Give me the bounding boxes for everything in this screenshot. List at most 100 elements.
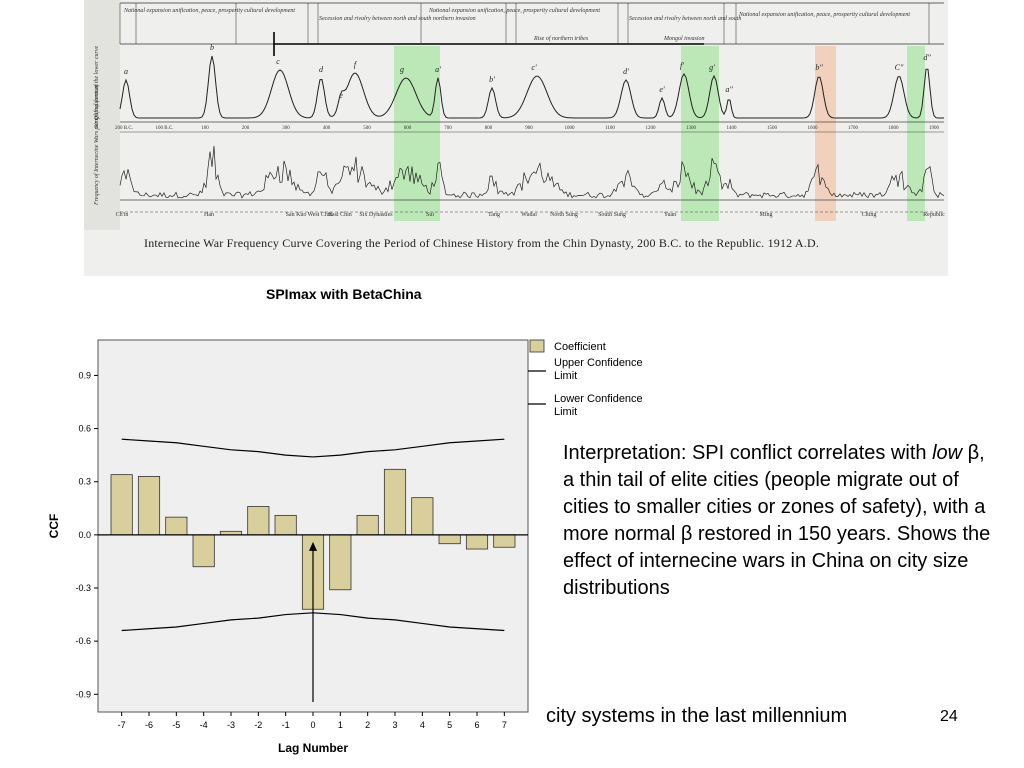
x-tick-label: 5	[447, 720, 452, 730]
interpretation-part: β, a thin tail of elite cities (people m…	[563, 442, 991, 599]
x-axis-title: Lag Number	[278, 741, 348, 755]
header-phase: National expansion unification, peace, p…	[123, 7, 295, 14]
year-tick-label: 400	[323, 126, 331, 131]
dynasty-label: Ming	[759, 212, 772, 218]
y-axis-title: CCF	[47, 514, 61, 539]
lag-zero-arrow	[309, 541, 317, 702]
peak-labels: a b c d e f g a' b' c' d' e' f' g' a" b" C" d"	[124, 43, 931, 100]
peak-label: g'	[709, 63, 715, 72]
peak-label: d"	[923, 53, 931, 62]
header-phase: Secession and rivalry between north and …	[319, 16, 476, 22]
legend-label-coefficient: Coefficient	[554, 341, 606, 353]
ccf-bar	[329, 534, 352, 591]
x-axis: -7 -6 -5 -4 -3 -2 -1 0 1 2 3 4 5 6 7	[118, 712, 507, 730]
x-tick-label: 6	[474, 720, 479, 730]
dynasty-label: Republic	[923, 212, 945, 218]
y-tick-label: -0.9	[75, 689, 91, 699]
war-frequency-plot: National expansion unification, peace, p…	[84, 0, 948, 276]
x-tick-label: -1	[282, 720, 290, 730]
ccf-bar	[165, 516, 188, 536]
year-tick-label: 100 B.C.	[156, 126, 174, 131]
highlight-band	[681, 46, 719, 221]
x-tick-label: 3	[392, 720, 397, 730]
dynasty-label: Han	[204, 212, 214, 218]
header-phase: Mongol invasion	[663, 36, 705, 42]
year-tick-label: 1100	[605, 126, 615, 131]
x-tick-label: -4	[200, 720, 208, 730]
dynasty-label: Sui	[426, 212, 434, 218]
year-tick-label: 900	[525, 126, 533, 131]
scan-caption: Internecine War Frequency Curve Covering…	[144, 236, 820, 250]
highlight-band	[394, 46, 440, 221]
year-tick-label: 600	[404, 126, 412, 131]
ccf-bar	[411, 497, 434, 536]
ccf-bar	[493, 534, 516, 548]
legend: Coefficient Upper Confidence Limit Lower …	[528, 339, 643, 418]
year-tick-label: 1400	[727, 126, 738, 131]
x-tick-label: -5	[172, 720, 180, 730]
year-tick-label: 800	[485, 126, 493, 131]
year-tick-label: 500	[363, 126, 371, 131]
ccf-bar	[110, 474, 133, 536]
legend-label-upper: Upper Confidence Limit	[554, 357, 643, 382]
lower-curve-label: Frequency of Internecine Wars per Quinqu…	[93, 84, 100, 206]
dynasty-label: Tang	[488, 212, 500, 218]
x-tick-label: 0	[310, 720, 315, 730]
y-axis: 0.9 0.6 0.3 0.0 -0.3 -0.6 -0.9	[75, 370, 98, 699]
dynasty-label: San Kuo	[286, 212, 307, 218]
x-tick-label: -3	[227, 720, 235, 730]
x-tick-label: 4	[420, 720, 425, 730]
dynasty-label: North Sung	[550, 212, 578, 218]
dynasty-label: Ch'in	[116, 212, 129, 218]
peak-label: d	[319, 65, 324, 74]
ccf-bar	[438, 534, 461, 545]
header-phase: Secession and rivalry between north and …	[629, 16, 741, 22]
x-tick-label: -6	[145, 720, 153, 730]
simplified-war-curve	[119, 55, 944, 119]
slide-number: 24	[940, 708, 958, 725]
war-frequency-figure: National expansion unification, peace, p…	[84, 0, 948, 276]
peak-label: e'	[659, 85, 665, 94]
ccf-bar	[383, 468, 407, 536]
year-tick-label: 1800	[889, 126, 900, 131]
year-tick-label: 700	[444, 126, 452, 131]
peak-label: g	[400, 65, 404, 74]
y-tick-label: 0.9	[78, 370, 91, 380]
y-tick-label: 0.6	[78, 424, 91, 434]
year-tick-label: 1000	[565, 126, 576, 131]
ccf-bar	[247, 506, 270, 536]
peak-label: f'	[680, 61, 684, 70]
legend-swatch-coefficient	[529, 339, 545, 353]
year-tick-label: 1600	[808, 126, 819, 131]
interpretation-text: Interpretation: SPI conflict correlates …	[563, 440, 993, 602]
x-tick-label: 7	[502, 720, 507, 730]
dynasty-label: South Sung	[598, 212, 626, 218]
dynasty-label: Yuan	[664, 212, 676, 218]
peak-label: a'	[435, 65, 441, 74]
scan-left-margin	[84, 0, 120, 230]
peak-label: b	[210, 43, 214, 52]
y-tick-label: -0.3	[75, 583, 91, 593]
header-phases: National expansion unification, peace, p…	[123, 7, 910, 42]
header-phase: National expansion unification, peace, p…	[738, 11, 910, 18]
peak-label: b"	[815, 63, 823, 72]
year-tick-label: 100	[201, 126, 209, 131]
year-tick-label: 1500	[767, 126, 778, 131]
ccf-bar	[465, 534, 489, 550]
year-tick-label: 1300	[686, 126, 697, 131]
header-phase: Rise of northern tribes	[533, 35, 589, 42]
dynasty-label: Six Dynasties	[359, 212, 393, 218]
x-tick-label: -7	[118, 720, 126, 730]
ccf-chart: 0.9 0.6 0.3 0.0 -0.3 -0.6 -0.9 -7 -6 -5 -4 -3 -2 -1 0…	[47, 339, 643, 755]
y-tick-label: -0.6	[75, 636, 91, 646]
header-dividers	[119, 3, 930, 44]
war-frequency-curve	[119, 145, 945, 199]
y-tick-label: 0.3	[78, 477, 91, 487]
x-tick-label: 2	[365, 720, 370, 730]
peak-label: a"	[725, 85, 733, 94]
dynasty-label: Wudai	[521, 212, 537, 218]
ccf-bar	[192, 534, 215, 568]
highlight-band	[815, 46, 836, 221]
peak-label: b'	[489, 75, 495, 84]
x-tick-label: -2	[254, 720, 262, 730]
